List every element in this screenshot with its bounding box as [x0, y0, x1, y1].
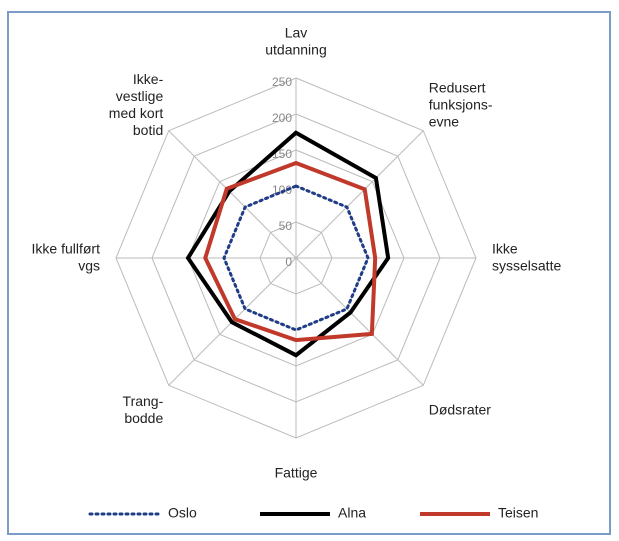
- tick-label: 250: [272, 75, 292, 89]
- tick-label: 50: [279, 219, 293, 233]
- series-line: [203, 160, 378, 343]
- category-label: Lav utdanning: [265, 24, 327, 57]
- category-label: Ikke-vestlige med kort botid: [109, 70, 164, 137]
- category-label: Fattige: [275, 465, 318, 481]
- spoke: [168, 130, 297, 259]
- category-label: Redusert funksjons-evne: [429, 79, 493, 129]
- series-line: [185, 130, 391, 358]
- spoke: [295, 130, 424, 259]
- tick-label: 0: [285, 255, 292, 269]
- category-label: Ikke fullført vgs: [32, 240, 101, 273]
- category-label: Ikke sysselsatte: [492, 240, 561, 273]
- legend-label: Alna: [338, 505, 366, 521]
- series-line: [222, 184, 370, 332]
- legend-label: Oslo: [168, 505, 197, 521]
- frame: [7, 11, 611, 535]
- spoke: [295, 257, 424, 386]
- legend-label: Teisen: [498, 505, 538, 521]
- tick-label: 200: [272, 111, 292, 125]
- category-label: Dødsrater: [429, 401, 492, 417]
- category-label: Trang-bodde: [123, 393, 164, 426]
